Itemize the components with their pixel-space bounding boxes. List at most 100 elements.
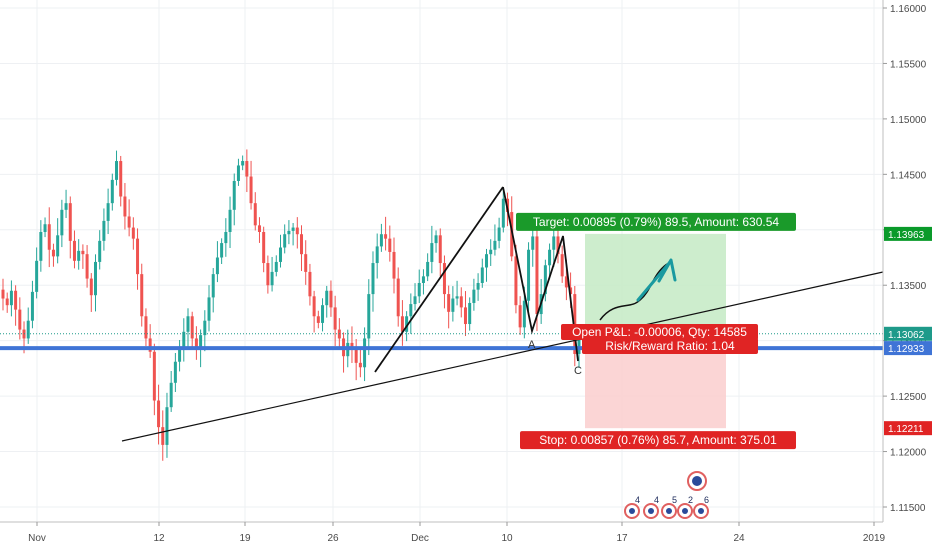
candle-body <box>207 297 211 321</box>
candle-body <box>548 249 552 266</box>
time-tick-label: 19 <box>239 533 251 544</box>
event-count: 2 <box>688 495 693 505</box>
price-tag[interactable]: 1.12933 <box>884 341 932 356</box>
time-tick-label: 26 <box>327 533 339 544</box>
candle-body <box>136 238 140 275</box>
candle-body <box>9 290 13 306</box>
event-marker[interactable]: 5 <box>661 495 677 519</box>
candle-body <box>64 203 68 210</box>
candle-body <box>144 316 148 339</box>
candle-body <box>220 243 224 258</box>
time-tick-label: 2019 <box>863 533 886 544</box>
candle-body <box>60 209 64 236</box>
candle-body <box>316 316 320 323</box>
event-markers[interactable]: 4 4 5 2 6 <box>624 471 709 519</box>
price-tick-label: 1.13500 <box>890 281 927 292</box>
event-count: 4 <box>635 495 640 505</box>
candle-body <box>518 305 522 328</box>
candle-body <box>459 296 463 308</box>
candle-body <box>81 250 85 255</box>
time-tick-label: 17 <box>616 533 628 544</box>
candle-body <box>211 274 215 298</box>
candle-body <box>321 305 325 323</box>
event-marker-top[interactable] <box>687 471 707 491</box>
candle-body <box>194 338 198 350</box>
projection-curve <box>599 263 668 321</box>
candle-body <box>354 349 358 363</box>
target-label-text: Target: 0.00895 (0.79%) 89.5, Amount: 63… <box>533 215 779 229</box>
price-axis[interactable]: 1.160001.155001.150001.145001.140001.135… <box>882 0 932 522</box>
arrow-icon <box>657 258 677 283</box>
target-label-bg <box>516 212 796 231</box>
price-tag-text: 1.13062 <box>888 330 925 341</box>
event-count: 5 <box>672 495 677 505</box>
candle-body <box>72 240 76 261</box>
candle-body <box>501 198 505 228</box>
flag-icon-inner <box>692 476 702 486</box>
candle-body <box>127 216 131 228</box>
candle-body <box>199 335 203 350</box>
candle-body <box>333 307 337 330</box>
candle-body <box>312 296 316 317</box>
rr-label-bg <box>582 338 758 354</box>
candle-body <box>102 220 106 241</box>
candle-body <box>447 294 451 312</box>
price-tag-bg <box>884 341 932 356</box>
price-tag[interactable]: 1.12211 <box>884 421 932 436</box>
candle-body <box>556 236 560 255</box>
candle-body <box>274 261 278 272</box>
candle-body <box>421 276 425 284</box>
rr-label[interactable]: Risk/Reward Ratio: 1.04 <box>582 338 758 354</box>
candle-body <box>329 290 333 308</box>
price-tag[interactable]: 1.13062 <box>884 326 932 341</box>
candle-body <box>232 180 236 210</box>
candle-body <box>417 283 421 297</box>
event-marker[interactable]: 2 <box>677 495 693 519</box>
candle-body <box>131 227 135 239</box>
event-count: 4 <box>654 495 659 505</box>
event-marker[interactable]: 6 <box>693 495 709 519</box>
candle-body <box>106 203 110 221</box>
candle-body <box>497 227 501 241</box>
time-tick-label: Nov <box>28 533 46 544</box>
pnl-label[interactable]: Open P&L: -0.00006, Qty: 14585 <box>561 324 758 340</box>
candle-body <box>480 267 484 284</box>
price-tag[interactable]: 1.13963 <box>884 226 932 241</box>
candle-body <box>514 256 518 306</box>
position-labels: Target: 0.00895 (0.79%) 89.5, Amount: 63… <box>516 212 796 450</box>
candle-body <box>375 246 379 264</box>
candle-body <box>257 225 261 232</box>
candle-body <box>178 347 182 362</box>
candle-body <box>215 257 219 275</box>
event-count: 6 <box>704 495 709 505</box>
candle-body <box>190 316 194 339</box>
time-axis[interactable]: Nov 12 19 26 Dec 10 17 24 2019 <box>0 521 886 544</box>
candle-body <box>56 235 60 257</box>
candle-body <box>400 316 404 332</box>
candle-body <box>39 231 43 261</box>
candle-body <box>228 209 232 232</box>
candle-body <box>358 362 362 368</box>
candle-body <box>552 236 556 250</box>
candle-body <box>236 165 240 181</box>
candle-body <box>371 263 375 295</box>
candle-body <box>468 302 472 325</box>
time-tick-label: 12 <box>153 533 165 544</box>
candle-body <box>51 249 55 257</box>
stop-label[interactable]: Stop: 0.00857 (0.76%) 85.7, Amount: 375.… <box>520 431 796 450</box>
candle-body <box>98 240 102 262</box>
candle-body <box>287 230 291 235</box>
flag-icon-inner <box>666 508 672 514</box>
target-label[interactable]: Target: 0.00895 (0.79%) 89.5, Amount: 63… <box>516 212 796 231</box>
candle-body <box>535 236 539 315</box>
candle-body <box>308 271 312 297</box>
event-marker[interactable]: 4 <box>624 495 640 519</box>
event-marker[interactable]: 4 <box>643 495 659 519</box>
candle-body <box>396 278 400 317</box>
candle-body <box>245 161 249 177</box>
flag-icon-inner <box>682 508 688 514</box>
candle-body <box>68 203 72 241</box>
candle-body <box>1 289 5 299</box>
